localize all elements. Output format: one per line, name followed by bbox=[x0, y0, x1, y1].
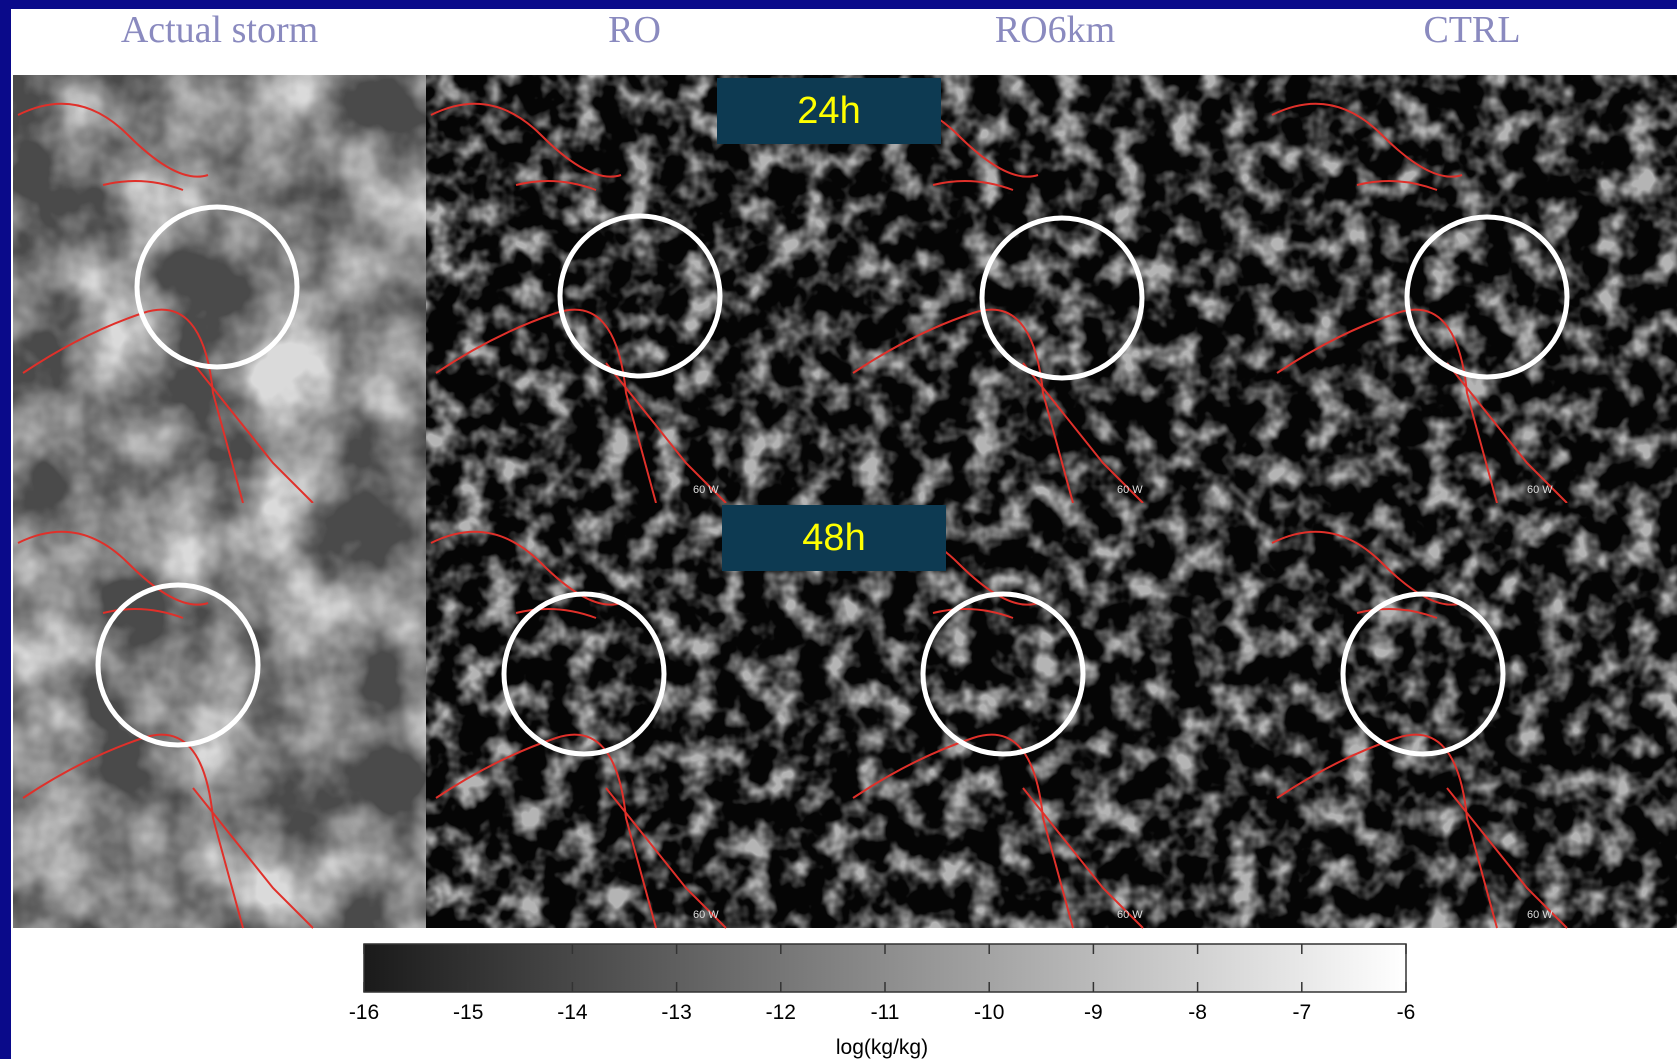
colorbar-tick-label: -15 bbox=[453, 1001, 483, 1024]
colorbar-tick-label: -11 bbox=[871, 1001, 900, 1024]
colorbar-tick-label: -6 bbox=[1397, 1001, 1416, 1024]
colorbar-tick-label: -8 bbox=[1188, 1001, 1207, 1024]
colorbar-tick-label: -14 bbox=[557, 1001, 588, 1024]
colorbar-label: log(kg/kg) bbox=[836, 1036, 928, 1059]
map-label: 60 W bbox=[693, 484, 719, 496]
colorbar-tick-label: -12 bbox=[766, 1001, 796, 1024]
map-panel: 60 W bbox=[1267, 75, 1677, 503]
column-header: Actual storm bbox=[121, 9, 318, 51]
map-label: 60 W bbox=[1527, 484, 1553, 496]
map-panel bbox=[13, 503, 426, 928]
map-label: 60 W bbox=[693, 909, 719, 921]
column-header: RO bbox=[608, 9, 661, 51]
colorbar-tick-label: -10 bbox=[974, 1001, 1004, 1024]
column-header: RO6km bbox=[995, 9, 1115, 51]
map-label: 60 W bbox=[1117, 484, 1143, 496]
map-clouds bbox=[1267, 503, 1677, 928]
map-panel: 60 W bbox=[1267, 503, 1677, 928]
map-clouds bbox=[1267, 75, 1677, 503]
time-badge-label: 48h bbox=[802, 517, 865, 559]
colorbar-tick-label: -16 bbox=[349, 1001, 379, 1024]
column-header: CTRL bbox=[1423, 9, 1520, 51]
colorbar-tick-label: -7 bbox=[1292, 1001, 1311, 1024]
map-panel bbox=[13, 75, 426, 503]
map-clouds bbox=[13, 503, 426, 928]
colorbar-tick-label: -9 bbox=[1084, 1001, 1103, 1024]
colorbar-tick-label: -13 bbox=[661, 1001, 691, 1024]
slide: 60 W 60 W 60 W 60 W 60 W 60 W log(kg/kg) Actu… bbox=[0, 0, 1677, 1059]
time-badge-label: 24h bbox=[797, 90, 860, 132]
map-label: 60 W bbox=[1527, 909, 1553, 921]
map-label: 60 W bbox=[1117, 909, 1143, 921]
map-clouds bbox=[13, 75, 426, 503]
